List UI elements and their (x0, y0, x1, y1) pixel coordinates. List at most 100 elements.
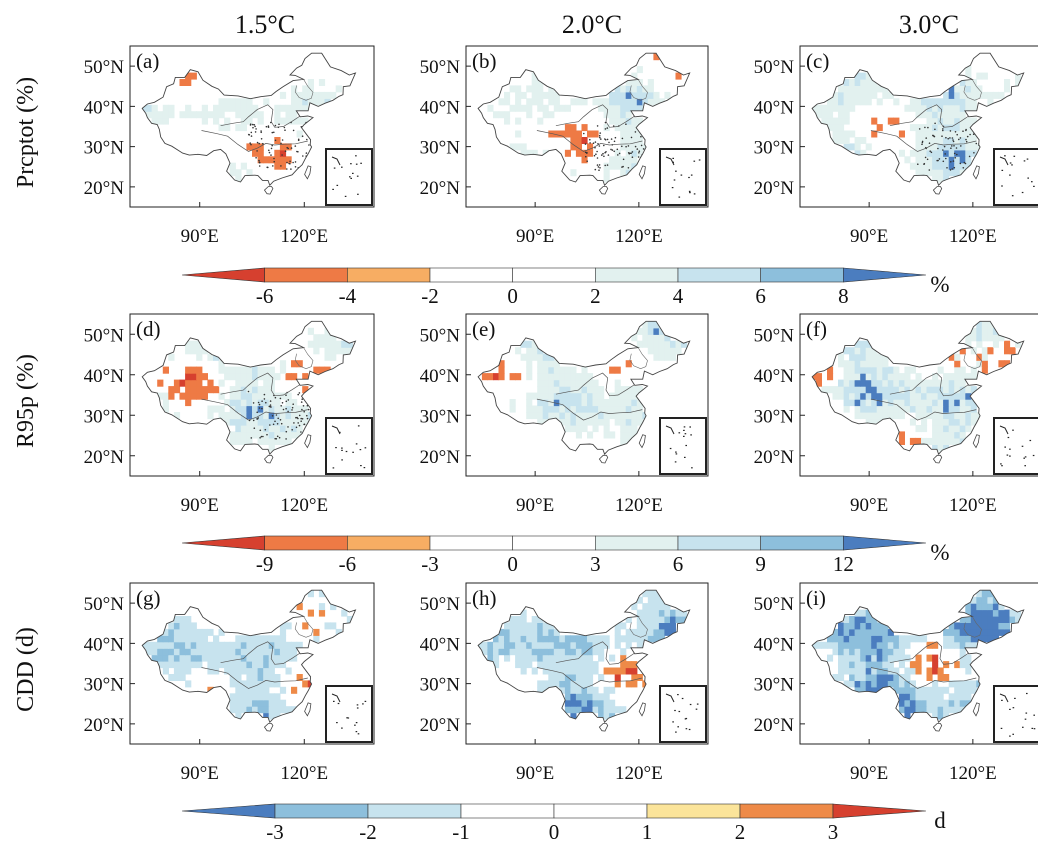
grid-cell (970, 405, 977, 413)
grid-cell (965, 104, 972, 112)
grid-cell (943, 137, 950, 144)
grid-cell (162, 117, 169, 125)
y-tick-label: 20°N (84, 447, 125, 468)
hainan-outline (263, 454, 274, 464)
grid-cell (537, 686, 544, 694)
grid-cell (932, 706, 939, 714)
grid-cell (614, 366, 621, 374)
grid-cell (904, 373, 911, 381)
grid-cell (330, 91, 337, 99)
stipple-dot (249, 142, 251, 144)
grid-cell (992, 635, 999, 643)
grid-cell (921, 149, 928, 157)
colorbar-tick-label: -2 (359, 820, 377, 844)
grid-cell (887, 667, 894, 675)
grid-cell (631, 392, 638, 400)
stipple-dot (250, 131, 253, 134)
grid-cell (838, 392, 845, 400)
grid-cell (647, 628, 654, 636)
grid-cell (168, 386, 175, 394)
grid-cell (162, 661, 169, 669)
stipple-dot (258, 165, 261, 167)
grid-cell (887, 379, 894, 387)
grid-cell (981, 609, 988, 617)
grid-cell (224, 418, 231, 426)
grid-cell (893, 667, 900, 675)
inset-island (332, 467, 335, 469)
y-tick-label: 30°N (754, 406, 795, 427)
grid-cell (493, 654, 500, 662)
grid-cell (932, 124, 939, 132)
grid-cell (937, 98, 944, 106)
grid-cell (581, 648, 588, 656)
grid-cell (274, 399, 281, 407)
stipple-dot (952, 160, 955, 162)
grid-cell (581, 418, 588, 426)
grid-cell (246, 431, 253, 439)
grid-cell (625, 392, 632, 400)
grid-cell (559, 405, 566, 413)
grid-cell (542, 353, 549, 361)
grid-cell (959, 635, 966, 643)
grid-cell (843, 635, 850, 643)
grid-cell (970, 143, 977, 151)
grid-cell (330, 347, 337, 355)
grid-cell (932, 379, 939, 387)
grid-cell (932, 386, 939, 394)
inset-island (1009, 174, 1011, 176)
y-tick-label: 40°N (84, 634, 125, 655)
inset-island (1012, 429, 1014, 431)
grid-cell (246, 635, 253, 643)
grid-cell (932, 130, 939, 138)
stipple-dot (637, 156, 640, 158)
grid-cell (658, 609, 665, 617)
stipple-dot (295, 426, 298, 429)
grid-cell (620, 399, 627, 407)
grid-cell (959, 425, 966, 433)
grid-cell (235, 425, 242, 433)
grid-cell (843, 347, 850, 355)
grid-cell (146, 104, 153, 112)
grid-cell (229, 386, 236, 394)
grid-cell (827, 104, 834, 112)
grid-cell (943, 418, 950, 426)
grid-cell (625, 418, 632, 426)
grid-cell (487, 648, 494, 656)
grid-cell (959, 699, 966, 707)
grid-cell (970, 117, 977, 125)
grid-cell (246, 706, 253, 714)
grid-cell (664, 609, 671, 617)
grid-cell (285, 641, 292, 649)
stipple-dot (253, 124, 256, 126)
grid-cell (531, 347, 538, 355)
grid-cell (609, 98, 616, 106)
grid-cell (553, 379, 560, 387)
grid-cell (587, 418, 594, 426)
grid-cell (252, 104, 259, 112)
grid-cell (548, 622, 555, 630)
grid-cell (575, 98, 582, 106)
stipple-dot (930, 151, 933, 154)
grid-cell (954, 353, 961, 361)
grid-cell (318, 590, 326, 598)
grid-cell (190, 392, 197, 400)
grid-cell (515, 98, 522, 106)
grid-cell (302, 117, 309, 125)
grid-cell (849, 628, 856, 636)
grid-cell (860, 609, 867, 617)
grid-cell (882, 360, 889, 368)
x-tick-label: 90°E (516, 226, 554, 247)
grid-cell (921, 386, 928, 394)
field-cells (812, 66, 1022, 183)
grid-cell (509, 635, 516, 643)
grid-cell (592, 699, 599, 707)
grid-cell (196, 654, 203, 662)
grid-cell (943, 169, 950, 177)
grid-cell (821, 117, 828, 125)
inset-island (1013, 155, 1016, 157)
panel-letter: (h) (472, 586, 497, 610)
grid-cell (609, 654, 616, 662)
grid-cell (937, 366, 944, 374)
grid-cell (224, 648, 231, 656)
grid-cell (981, 603, 988, 611)
